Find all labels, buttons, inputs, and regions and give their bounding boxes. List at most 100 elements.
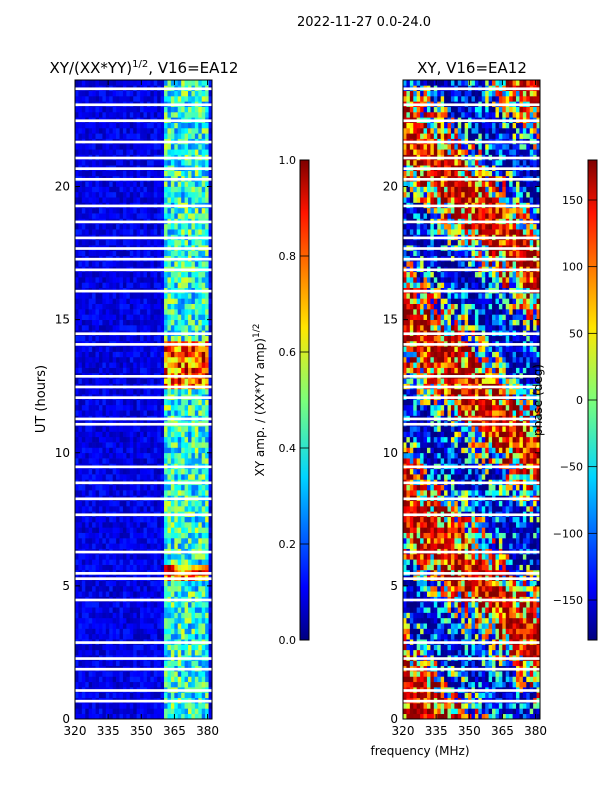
amplitude-cell <box>85 378 90 384</box>
amplitude-cell <box>201 324 206 331</box>
amplitude-cell <box>191 649 196 656</box>
amplitude-cell <box>146 159 151 166</box>
amplitude-cell <box>112 612 117 619</box>
phase-cell <box>498 708 503 715</box>
amplitude-cell <box>164 484 168 491</box>
amplitude-cell <box>174 362 179 368</box>
amplitude-cell <box>146 521 151 528</box>
amplitude-cell <box>122 159 127 166</box>
amplitude-cell <box>78 90 83 97</box>
amplitude-cell <box>167 271 172 278</box>
amplitude-cell <box>177 447 182 454</box>
amplitude-cell <box>208 149 212 155</box>
amplitude-cell <box>174 633 179 640</box>
amplitude-cell <box>194 516 199 523</box>
amplitude-cell <box>157 553 161 560</box>
amplitude-cell <box>208 351 212 358</box>
amplitude-cell <box>85 543 90 549</box>
amplitude-cell <box>119 106 124 113</box>
amplitude-cell <box>102 149 107 155</box>
amplitude-cell <box>167 431 172 438</box>
amplitude-cell <box>194 111 199 118</box>
amplitude-cell <box>140 612 144 619</box>
amplitude-cell <box>208 388 212 395</box>
amplitude-cell <box>174 447 179 454</box>
amplitude-cell <box>95 261 100 267</box>
amplitude-cell <box>174 303 179 310</box>
amplitude-cell <box>75 703 79 709</box>
amplitude-cell <box>105 191 110 198</box>
amplitude-cell <box>133 442 137 448</box>
amplitude-cell <box>191 106 196 113</box>
amplitude-cell <box>174 314 179 320</box>
amplitude-cell <box>164 452 168 459</box>
amplitude-cell <box>122 335 127 342</box>
amplitude-cell <box>201 80 206 86</box>
amplitude-cell <box>136 431 141 438</box>
amplitude-cell <box>177 181 182 187</box>
amplitude-cell <box>153 293 158 299</box>
amplitude-cell <box>150 703 155 709</box>
amplitude-cell <box>78 537 83 544</box>
phase-cell <box>488 703 493 709</box>
amplitude-cell <box>188 335 192 342</box>
amplitude-cell <box>105 591 110 597</box>
amplitude-cell <box>119 468 124 475</box>
amplitude-cell <box>143 191 148 198</box>
amplitude-cell <box>109 367 114 374</box>
amplitude-cell <box>109 213 114 219</box>
amplitude-cell <box>85 223 90 230</box>
amplitude-cell <box>126 458 131 464</box>
amplitude-cell <box>88 207 93 214</box>
amplitude-cell <box>164 388 168 395</box>
amplitude-cell <box>143 143 148 150</box>
amplitude-cell <box>95 607 100 613</box>
amplitude-cell <box>78 159 83 166</box>
amplitude-cell <box>95 521 100 528</box>
amplitude-cell <box>129 410 134 416</box>
amplitude-cell <box>153 303 158 310</box>
amplitude-cell <box>170 186 175 193</box>
amplitude-cell <box>177 106 182 113</box>
amplitude-cell <box>201 612 206 619</box>
amplitude-cell <box>191 671 196 677</box>
amplitude-cell <box>129 612 134 619</box>
amplitude-cell <box>75 399 79 406</box>
amplitude-cell <box>205 644 209 651</box>
amplitude-cell <box>116 410 120 416</box>
amplitude-cell <box>167 404 172 411</box>
amplitude-cell <box>208 553 212 560</box>
amplitude-cell <box>150 649 155 656</box>
amplitude-cell <box>102 127 107 134</box>
amplitude-cell <box>157 388 161 395</box>
amplitude-cell <box>153 378 158 384</box>
amplitude-cell <box>81 426 86 432</box>
amplitude-cell <box>170 601 175 608</box>
amplitude-cell <box>109 149 114 155</box>
amplitude-cell <box>160 298 165 304</box>
amplitude-cell <box>191 122 196 129</box>
amplitude-cell <box>160 367 165 374</box>
amplitude-cell <box>140 713 144 719</box>
amplitude-cell <box>198 633 203 640</box>
amplitude-cell <box>181 351 185 358</box>
amplitude-cell <box>205 303 209 310</box>
amplitude-cell <box>157 335 161 342</box>
amplitude-cell <box>205 404 209 411</box>
amplitude-cell <box>116 314 120 320</box>
amplitude-cell <box>95 458 100 464</box>
amplitude-cell <box>102 159 107 166</box>
amplitude-cell <box>205 671 209 677</box>
amplitude-cell <box>198 490 203 496</box>
amplitude-cell <box>122 580 127 587</box>
amplitude-cell <box>181 277 185 283</box>
amplitude-cell <box>85 527 90 533</box>
amplitude-cell <box>150 213 155 219</box>
amplitude-cell <box>205 410 209 416</box>
amplitude-cell <box>198 431 203 438</box>
amplitude-cell <box>153 159 158 166</box>
amplitude-cell <box>126 490 131 496</box>
amplitude-cell <box>170 133 175 139</box>
amplitude-cell <box>119 447 124 454</box>
amplitude-cell <box>126 111 131 118</box>
